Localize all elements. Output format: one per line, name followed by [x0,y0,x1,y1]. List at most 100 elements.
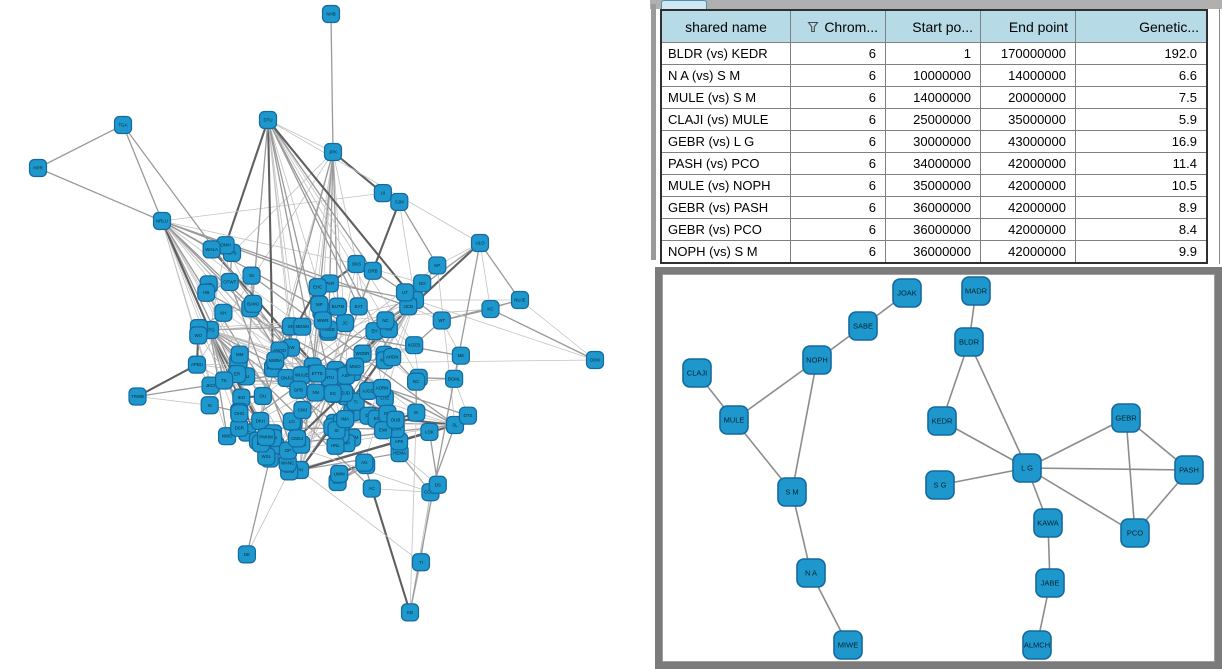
table-cell-chromosome[interactable]: 6 [791,153,885,174]
network-node[interactable]: DTU [258,110,278,130]
network-node[interactable]: OO [413,274,432,293]
table-cell-start_point[interactable]: 35000000 [886,175,980,196]
network-edge-l-g-gebr[interactable] [1026,417,1127,469]
network-node[interactable]: TGA [113,115,133,135]
network-node-kedr[interactable]: KEDR [927,406,957,436]
table-cell-genetic[interactable]: 8.9 [1076,197,1206,218]
table-cell-start_point[interactable]: 1 [886,43,980,64]
table-cell-genetic[interactable]: 192.0 [1076,43,1206,64]
network-node-madr[interactable]: MADR [961,276,991,306]
table-cell-shared_name[interactable]: NOPH (vs) S M [662,241,790,262]
network-edge[interactable] [328,331,462,357]
column-header-end-point[interactable]: End point [981,11,1075,42]
table-cell-genetic[interactable]: 9.9 [1076,241,1206,262]
table-cell-genetic[interactable]: 7.5 [1076,87,1206,108]
table-cell-genetic[interactable]: 10.5 [1076,175,1206,196]
table-cell-shared_name[interactable]: PASH (vs) PCO [662,153,790,174]
network-edge[interactable] [299,452,400,471]
table-cell-end_point[interactable]: 35000000 [981,109,1075,130]
table-scrollbar-edge[interactable] [1219,9,1220,264]
network-node[interactable]: CMSJ [287,429,307,448]
network-edge[interactable] [398,201,438,266]
network-node[interactable]: GPB [289,380,308,399]
network-node-noph[interactable]: NOPH [802,345,832,375]
column-header-genetic[interactable]: Genetic... [1076,11,1206,42]
table-cell-end_point[interactable]: 14000000 [981,65,1075,86]
table-cell-chromosome[interactable]: 6 [791,87,885,108]
network-node[interactable]: CWJ [293,400,312,420]
network-edge[interactable] [224,119,269,246]
network-edge[interactable] [137,363,198,398]
network-node[interactable]: AHDN [383,347,402,367]
network-node[interactable]: HB [197,283,216,302]
table-cell-shared_name[interactable]: GEBR (vs) L G [662,131,790,152]
network-edge-noph-s-m[interactable] [791,359,818,493]
network-node[interactable]: KB [400,603,420,622]
network-edge[interactable] [436,265,456,426]
network-node[interactable]: WO [189,326,208,345]
network-node[interactable]: AG [355,453,374,472]
network-node[interactable]: DS [428,475,447,494]
network-node[interactable]: BGML [445,369,464,388]
network-node-mule[interactable]: MULE [719,405,749,435]
network-node[interactable]: APBU [187,355,207,374]
table-cell-start_point[interactable]: 36000000 [886,219,980,240]
network-edge[interactable] [209,329,280,351]
table-cell-genetic[interactable]: 11.4 [1076,153,1206,174]
network-node[interactable]: ETTE [308,364,327,383]
network-node[interactable]: MSIO [346,357,365,376]
network-node-sabe[interactable]: SABE [848,311,878,341]
network-edge[interactable] [251,275,456,426]
network-edge[interactable] [371,488,431,493]
table-cell-end_point[interactable]: 42000000 [981,175,1075,196]
network-edge[interactable] [519,299,596,361]
network-node[interactable]: HNL [326,436,345,455]
table-cell-chromosome[interactable]: 6 [791,109,885,130]
network-node[interactable]: BUTM [328,297,347,316]
network-node-n-a[interactable]: N A [796,558,826,588]
network-node[interactable]: ORB [363,261,382,280]
network-node[interactable]: OU [253,386,272,406]
table-cell-start_point[interactable]: 34000000 [886,153,980,174]
network-edge[interactable] [330,13,334,153]
network-node[interactable]: JC [335,313,355,333]
network-edge[interactable] [161,220,357,265]
network-edge[interactable] [246,458,271,555]
network-edge[interactable] [299,469,422,563]
network-node[interactable]: MDSM [293,317,312,336]
table-cell-end_point[interactable]: 20000000 [981,87,1075,108]
network-node[interactable]: OTWT [220,272,239,292]
table-cell-genetic[interactable]: 6.6 [1076,65,1206,86]
network-node[interactable]: TK [215,371,234,390]
network-node[interactable]: MP [310,295,329,314]
network-edge[interactable] [161,220,276,361]
column-header-chromosome[interactable]: Chrom... [791,11,885,42]
network-node[interactable]: NRLU [152,211,172,231]
network-edge[interactable] [479,242,491,310]
network-node[interactable]: NC [376,311,395,330]
network-node[interactable]: OUB [386,410,405,429]
column-header-start-point[interactable]: Start po... [886,11,980,42]
network-node[interactable]: TI [411,553,431,572]
network-edge[interactable] [231,151,334,254]
column-header-shared-name[interactable]: shared name [662,11,790,42]
network-edge[interactable] [409,412,417,613]
network-edge[interactable] [161,220,331,285]
network-node-s-g[interactable]: S G [925,470,955,500]
table-cell-start_point[interactable]: 10000000 [886,65,980,86]
network-edge[interactable] [246,471,290,555]
network-node[interactable]: KH [214,303,233,322]
table-cell-start_point[interactable]: 36000000 [886,197,980,218]
network-edge[interactable] [479,242,521,301]
table-cell-shared_name[interactable]: MULE (vs) NOPH [662,175,790,196]
network-edge[interactable] [301,242,481,376]
network-node[interactable]: ULO [470,233,490,253]
network-edge-bldr-l-g[interactable] [968,341,1028,469]
network-edge[interactable] [37,124,124,169]
table-cell-start_point[interactable]: 14000000 [886,87,980,108]
network-node[interactable]: TRWB [128,387,147,406]
network-node[interactable]: SG [323,384,342,403]
network-node[interactable]: NHB [321,4,341,24]
network-node[interactable]: NN [306,383,325,402]
